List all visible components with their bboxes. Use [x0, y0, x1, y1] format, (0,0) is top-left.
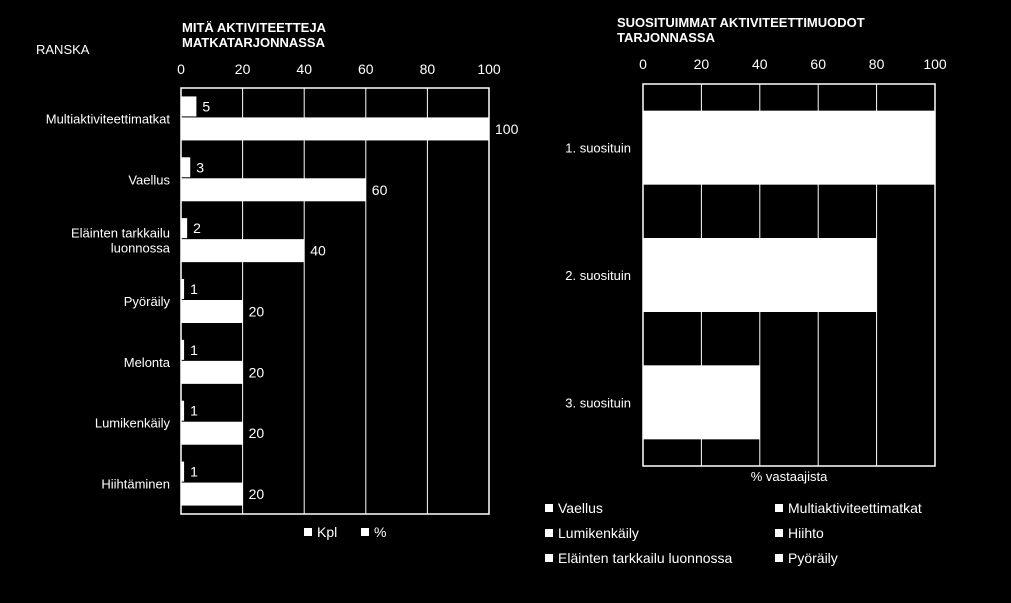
chart2-bar-segment [643, 110, 935, 185]
legend-label: Vaellus [558, 500, 603, 516]
chart1-bar-percent [181, 117, 489, 141]
legend-swatch [775, 529, 783, 537]
legend-swatch [545, 504, 553, 512]
chart1-category-label: Eläinten tarkkailu [71, 226, 170, 241]
chart2-legend-item: Vaellus [545, 500, 603, 516]
chart1-bar-percent [181, 178, 366, 202]
chart1-category-label: Melonta [124, 355, 171, 370]
chart1-legend-item: Kpl [304, 524, 337, 540]
legend-swatch [545, 529, 553, 537]
chart2-legend-item: Pyöräily [775, 550, 838, 566]
chart1-bar-kpl [181, 339, 185, 360]
chart1-xtick-label: 80 [420, 61, 436, 77]
chart1-data-label: 20 [249, 304, 265, 320]
chart1-bar-percent [181, 300, 243, 323]
chart2-legend-item: Hiihto [775, 525, 824, 541]
chart2-xtick-label: 60 [810, 56, 826, 72]
legend-label: Multiaktiviteettimatkat [788, 500, 922, 516]
chart2-xtick-label: 100 [923, 56, 947, 72]
chart1-bar-percent [181, 360, 243, 384]
chart1-bar-kpl [181, 400, 185, 421]
chart1-data-label: 40 [310, 243, 326, 259]
chart2-xaxis-title: % vastaajista [751, 469, 828, 484]
chart1-xtick-label: 100 [477, 61, 501, 77]
chart1-category-label: Vaellus [128, 172, 170, 187]
chart1-bar-percent [181, 239, 305, 263]
chart1-data-label: 1 [190, 464, 198, 480]
legend-swatch [361, 528, 369, 536]
legend-label: Lumikenkäily [558, 525, 639, 541]
chart1-data-label: 1 [190, 342, 198, 358]
chart1-data-label: 20 [249, 486, 265, 502]
chart1-data-label: 5 [202, 98, 210, 114]
chart2-xtick-label: 40 [752, 56, 768, 72]
chart1-bar-kpl [181, 218, 188, 239]
chart1-data-label: 60 [372, 182, 388, 198]
legend-swatch [545, 554, 553, 562]
legend-swatch [304, 528, 312, 536]
chart1-category-label: Multiaktiviteettimatkat [46, 111, 171, 126]
chart1-data-label: 2 [193, 220, 201, 236]
chart1-data-label: 1 [190, 281, 198, 297]
chart2-xtick-label: 0 [639, 56, 647, 72]
chart1-xtick-label: 60 [358, 61, 374, 77]
legend-label: Eläinten tarkkailu luonnossa [558, 550, 733, 566]
chart1-bar-percent [181, 421, 243, 445]
legend-label: Pyöräily [788, 550, 838, 566]
chart1-xtick-label: 20 [235, 61, 251, 77]
legend-label: % [374, 524, 387, 540]
chart1-legend-item: % [361, 524, 386, 540]
chart1-data-label: 20 [249, 425, 265, 441]
chart1-bar-kpl [181, 96, 197, 117]
chart2-legend-item: Lumikenkäily [545, 525, 639, 541]
chart1-bar-kpl [181, 157, 191, 178]
legend-label: Kpl [317, 524, 338, 540]
legend-label: Hiihto [788, 525, 824, 541]
chart1-category-label: Hiihtäminen [101, 477, 170, 492]
chart2-category-label: 2. suosituin [565, 268, 631, 283]
legend-swatch [775, 504, 783, 512]
chart1-category-label: Lumikenkäily [95, 416, 171, 431]
chart1-data-label: 20 [249, 364, 265, 380]
chart2-bar-segment [643, 238, 877, 312]
chart2-bar-segment [643, 365, 760, 440]
chart2-category-label: 3. suosituin [565, 395, 631, 410]
chart1-bar-percent [181, 482, 243, 506]
chart1-xtick-label: 40 [296, 61, 312, 77]
chart2-legend-item: Multiaktiviteettimatkat [775, 500, 922, 516]
legend-swatch [775, 554, 783, 562]
chart2-category-label: 1. suosituin [565, 141, 631, 156]
country-label: RANSKA [36, 42, 90, 57]
chart2-xtick-label: 80 [869, 56, 885, 72]
chart1-bar-kpl [181, 461, 185, 482]
chart1-data-label: 100 [495, 121, 519, 137]
chart1-category-label: Pyöräily [124, 294, 171, 309]
chart1-category-label: luonnossa [111, 241, 171, 256]
chart2-legend-item: Eläinten tarkkailu luonnossa [545, 550, 732, 566]
chart1-data-label: 1 [190, 403, 198, 419]
chart1-xtick-label: 0 [177, 61, 185, 77]
chart2-title: SUOSITUIMMAT AKTIVITEETTIMUODOT TARJONNA… [617, 15, 865, 45]
chart1-title: MITÄ AKTIVITEETTEJA MATKATARJONNASSA [182, 20, 326, 50]
chart1-data-label: 3 [196, 159, 204, 175]
chart2-xtick-label: 20 [694, 56, 710, 72]
chart1-bar-kpl [181, 279, 185, 299]
